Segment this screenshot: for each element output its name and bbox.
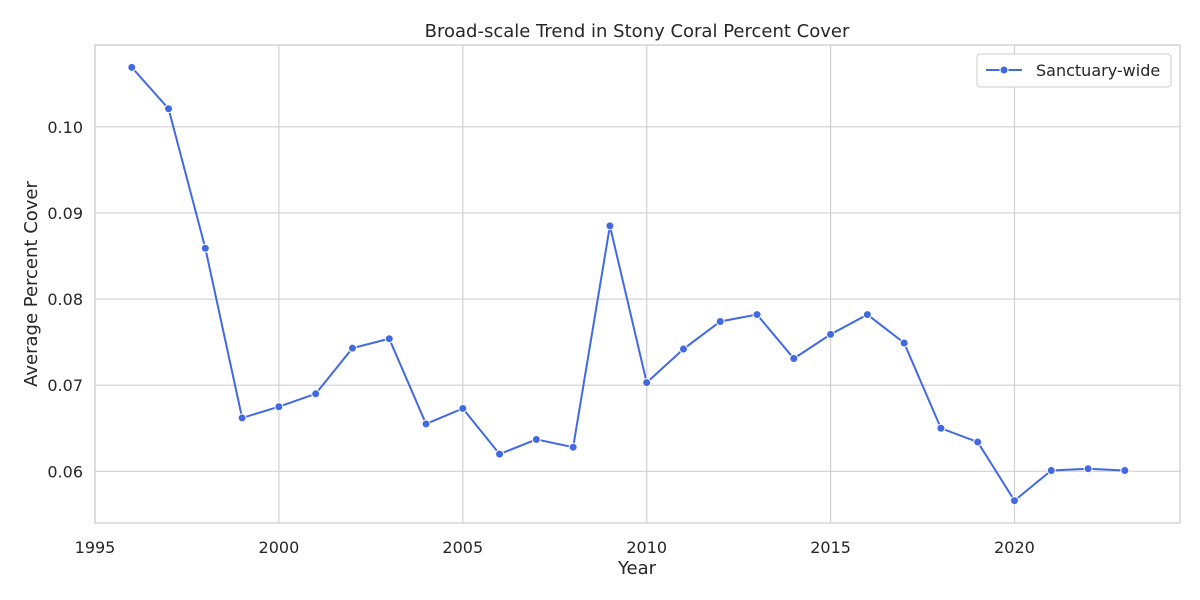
data-point [973,437,983,447]
x-tick-label: 2020 [994,538,1035,557]
data-point [164,104,174,114]
legend-marker [999,65,1009,75]
data-point [127,62,137,72]
data-point [752,310,762,320]
x-tick-label: 2015 [810,538,851,557]
data-point [1083,464,1093,474]
data-point [568,442,578,452]
y-tick-label: 0.09 [47,204,83,223]
data-point [899,338,909,348]
tick-label-layer: 1995 2000 2005 2010 2015 2020 0.06 0.07 0.08 0.09… [47,118,1034,557]
y-tick-label: 0.08 [47,290,83,309]
data-point [936,423,946,433]
data-point [237,413,247,423]
data-point [642,378,652,388]
data-point [384,334,394,344]
data-point [200,243,210,253]
data-point [678,344,688,354]
series-line [131,66,1125,503]
x-axis-label: Year [617,558,657,579]
x-tick-label: 1995 [75,538,116,557]
x-tick-label: 2000 [259,538,300,557]
y-tick-label: 0.07 [47,376,83,395]
data-point [274,402,284,412]
y-tick-label: 0.06 [47,462,83,481]
y-axis-label: Average Percent Cover [21,181,42,387]
y-tick-label: 0.10 [47,118,83,137]
data-point [1120,465,1130,475]
data-point [715,316,725,326]
data-point [421,419,431,429]
data-point [1046,465,1056,475]
data-point [458,403,468,413]
data-point [347,343,357,353]
data-point [826,329,836,339]
plot-frame [94,44,1181,524]
chart-title: Broad-scale Trend in Stony Coral Percent… [425,21,850,42]
data-point [311,389,321,399]
data-point [1009,496,1019,506]
legend: Sanctuary-wide [976,53,1172,88]
x-tick-label: 2005 [442,538,483,557]
data-point [605,221,615,231]
data-point [789,353,799,363]
data-point [495,449,505,459]
data-point [862,310,872,320]
data-point [531,434,541,444]
series-layer [127,62,1130,506]
legend-label: Sanctuary-wide [1036,61,1160,80]
grid-layer [94,45,1180,523]
x-tick-label: 2010 [626,538,667,557]
legend-box [976,53,1172,88]
